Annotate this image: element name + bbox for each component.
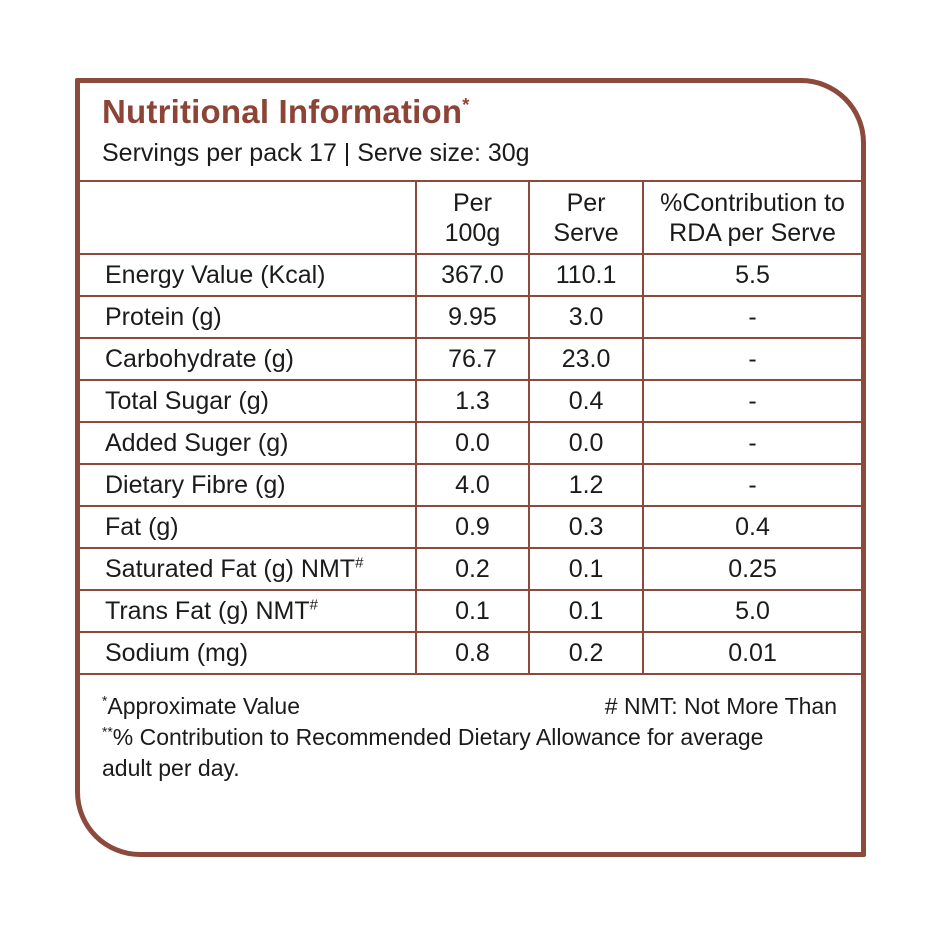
footnotes: *Approximate Value # NMT: Not More Than … (102, 691, 837, 784)
value-rda: - (642, 379, 861, 423)
value-rda: 0.25 (642, 547, 861, 591)
table-row: Total Sugar (g) 1.3 0.4 - (80, 379, 861, 423)
nutrient-label: Energy Value (Kcal) (80, 253, 417, 297)
table-row: Fat (g) 0.9 0.3 0.4 (80, 505, 861, 549)
table-row: Sodium (mg) 0.8 0.2 0.01 (80, 631, 861, 675)
double-asterisk-marker: ** (102, 724, 113, 740)
value-per-serve: 0.4 (528, 379, 645, 423)
nutrient-label: Dietary Fibre (g) (80, 463, 417, 507)
value-per-100g: 0.2 (414, 547, 531, 591)
value-per-100g: 76.7 (414, 337, 531, 381)
nutrient-label: Fat (g) (80, 505, 417, 549)
value-rda: 0.01 (642, 631, 861, 675)
footnote-rda: **% Contribution to Recommended Dietary … (102, 724, 764, 781)
table-header-row: Per 100g Per Serve %Contribution to RDA … (80, 180, 861, 255)
title-asterisk: * (462, 95, 470, 115)
title-text: Nutritional Information (102, 93, 463, 130)
nutrition-table: Per 100g Per Serve %Contribution to RDA … (80, 180, 861, 675)
nutrient-label: Protein (g) (80, 295, 417, 339)
value-rda: - (642, 295, 861, 339)
table-row: Trans Fat (g) NMT# 0.1 0.1 5.0 (80, 589, 861, 633)
value-per-serve: 0.3 (528, 505, 645, 549)
table-row: Saturated Fat (g) NMT# 0.2 0.1 0.25 (80, 547, 861, 591)
asterisk-marker: * (102, 693, 108, 709)
serving-info: Servings per pack 17 | Serve size: 30g (102, 139, 530, 167)
table-row: Added Suger (g) 0.0 0.0 - (80, 421, 861, 465)
nutrition-table-wrap: Per 100g Per Serve %Contribution to RDA … (80, 180, 861, 675)
value-per-serve: 3.0 (528, 295, 645, 339)
label-header: Nutritional Information* Servings per pa… (102, 93, 839, 168)
value-per-100g: 9.95 (414, 295, 531, 339)
nutrient-label: Sodium (mg) (80, 631, 417, 675)
value-rda: 0.4 (642, 505, 861, 549)
nmt-hash-marker: # (355, 554, 364, 572)
table-row: Energy Value (Kcal) 367.0 110.1 5.5 (80, 253, 861, 297)
table-row: Dietary Fibre (g) 4.0 1.2 - (80, 463, 861, 507)
value-per-100g: 367.0 (414, 253, 531, 297)
value-rda: 5.0 (642, 589, 861, 633)
nutrient-label: Added Suger (g) (80, 421, 417, 465)
header-per-serve: Per Serve (528, 180, 645, 255)
value-per-serve: 0.2 (528, 631, 645, 675)
value-per-100g: 0.1 (414, 589, 531, 633)
nutrient-label: Total Sugar (g) (80, 379, 417, 423)
nmt-hash-marker: # (309, 596, 318, 614)
value-per-100g: 0.9 (414, 505, 531, 549)
value-per-serve: 0.0 (528, 421, 645, 465)
header-per-100g: Per 100g (414, 180, 531, 255)
nutrient-label: Carbohydrate (g) (80, 337, 417, 381)
header-nutrient (80, 180, 417, 255)
value-rda: - (642, 463, 861, 507)
value-per-serve: 1.2 (528, 463, 645, 507)
nutrition-label-card: Nutritional Information* Servings per pa… (75, 78, 866, 857)
footnote-line-1: *Approximate Value # NMT: Not More Than (102, 691, 837, 722)
value-per-serve: 0.1 (528, 547, 645, 591)
value-per-serve: 110.1 (528, 253, 645, 297)
footnote-approximate-value: *Approximate Value (102, 693, 300, 719)
value-per-serve: 0.1 (528, 589, 645, 633)
value-rda: 5.5 (642, 253, 861, 297)
nutrient-label: Saturated Fat (g) NMT# (80, 547, 417, 591)
nutrient-label: Trans Fat (g) NMT# (80, 589, 417, 633)
page-title: Nutritional Information* (102, 93, 839, 131)
table-row: Protein (g) 9.95 3.0 - (80, 295, 861, 339)
value-per-100g: 0.0 (414, 421, 531, 465)
footnote-nmt: # NMT: Not More Than (604, 693, 837, 719)
value-per-serve: 23.0 (528, 337, 645, 381)
value-per-100g: 0.8 (414, 631, 531, 675)
value-per-100g: 4.0 (414, 463, 531, 507)
table-row: Carbohydrate (g) 76.7 23.0 - (80, 337, 861, 381)
value-rda: - (642, 421, 861, 465)
value-rda: - (642, 337, 861, 381)
value-per-100g: 1.3 (414, 379, 531, 423)
header-rda: %Contribution to RDA per Serve (642, 180, 861, 255)
